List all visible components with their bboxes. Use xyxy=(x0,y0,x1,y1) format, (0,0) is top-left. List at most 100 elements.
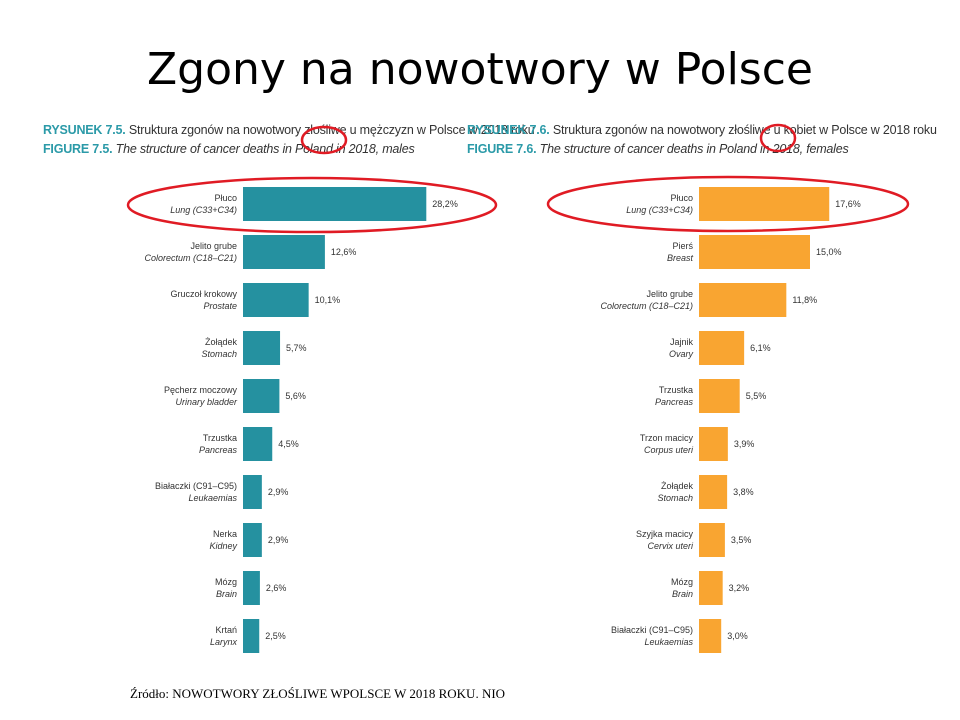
category-label-en: Colorectum (C18–C21) xyxy=(600,301,693,311)
bar xyxy=(243,619,260,653)
category-label-pl: Gruczoł krokowy xyxy=(170,289,237,299)
value-label: 17,6% xyxy=(835,199,861,209)
category-label-pl: Jelito grube xyxy=(646,289,693,299)
category-label-en: Cervix uteri xyxy=(647,541,694,551)
category-label-en: Stomach xyxy=(657,493,693,503)
caption-en-line: FIGURE 7.6. The structure of cancer deat… xyxy=(467,140,937,159)
caption-pl-line: RYSUNEK 7.6. Struktura zgonów na nowotwo… xyxy=(467,121,937,140)
value-label: 15,0% xyxy=(816,247,842,257)
bar xyxy=(243,427,273,461)
value-label: 2,9% xyxy=(268,487,289,497)
category-label-pl: Pęcherz moczowy xyxy=(164,385,238,395)
figure-number-pl: RYSUNEK 7.6. xyxy=(467,123,550,137)
bar xyxy=(699,619,722,653)
category-label-pl: Płuco xyxy=(214,193,237,203)
category-label-pl: Jelito grube xyxy=(190,241,237,251)
value-label: 5,5% xyxy=(746,391,767,401)
figure-number-en: FIGURE 7.5. xyxy=(43,142,113,156)
category-label-en: Stomach xyxy=(201,349,237,359)
male-word-highlight-ellipse xyxy=(300,125,348,155)
male-lung-highlight-ellipse xyxy=(126,176,498,234)
category-label-en: Larynx xyxy=(210,637,238,647)
female-word-highlight-ellipse xyxy=(759,123,797,153)
female-bar-chart: Płuco Lung (C33+C34) 17,6% Pierś Breast 15,0%… xyxy=(600,187,861,653)
bar xyxy=(699,331,745,365)
category-label-en: Lung (C33+C34) xyxy=(626,205,693,215)
value-label: 3,2% xyxy=(729,583,750,593)
caption-pl-text: Struktura zgonów na nowotwory złośliwe u… xyxy=(128,123,535,137)
value-label: 2,5% xyxy=(265,631,286,641)
category-label-en: Ovary xyxy=(669,349,694,359)
category-label-en: Lung (C33+C34) xyxy=(170,205,237,215)
value-label: 4,5% xyxy=(278,439,299,449)
category-label-en: Leukaemias xyxy=(188,493,237,503)
category-label-pl: Szyjka macicy xyxy=(636,529,694,539)
bar xyxy=(243,379,280,413)
value-label: 11,8% xyxy=(792,295,817,305)
value-label: 5,6% xyxy=(285,391,306,401)
category-label-pl: Płuco xyxy=(670,193,693,203)
male-bar-chart: Płuco Lung (C33+C34) 28,2% Jelito grube Colo… xyxy=(144,187,458,653)
value-label: 5,7% xyxy=(286,343,307,353)
value-label: 3,0% xyxy=(727,631,748,641)
value-label: 28,2% xyxy=(432,199,458,209)
source-text: NOWOTWORY ZŁOŚLIWE WPOLSCE W 2018 ROKU. … xyxy=(172,686,506,701)
bar xyxy=(699,235,810,269)
bar xyxy=(699,187,830,221)
bar xyxy=(243,523,262,557)
caption-pl-line: RYSUNEK 7.5. Struktura zgonów na nowotwo… xyxy=(43,121,535,140)
source-note: Źródło: NOWOTWORY ZŁOŚLIWE WPOLSCE W 201… xyxy=(130,686,505,702)
bar xyxy=(699,283,787,317)
category-label-pl: Trzon macicy xyxy=(640,433,694,443)
value-label: 10,1% xyxy=(315,295,341,305)
bar xyxy=(243,235,325,269)
female-chart-caption: RYSUNEK 7.6. Struktura zgonów na nowotwo… xyxy=(467,121,937,159)
category-label-pl: Trzustka xyxy=(659,385,693,395)
caption-en-line: FIGURE 7.5. The structure of cancer deat… xyxy=(43,140,535,159)
source-label: Źródło: xyxy=(130,686,169,701)
category-label-en: Urinary bladder xyxy=(175,397,238,407)
caption-en-text: The structure of cancer deaths in Poland… xyxy=(539,142,849,156)
bar xyxy=(699,475,728,509)
bar xyxy=(243,571,260,605)
value-label: 3,8% xyxy=(733,487,754,497)
category-label-pl: Białaczki (C91–C95) xyxy=(155,481,237,491)
value-label: 3,5% xyxy=(731,535,752,545)
bar xyxy=(243,331,281,365)
caption-en-text: The structure of cancer deaths in Poland… xyxy=(115,142,415,156)
bar xyxy=(243,187,427,221)
highlight-annotations xyxy=(126,123,910,234)
category-label-pl: Mózg xyxy=(215,577,237,587)
bar xyxy=(699,571,723,605)
category-label-en: Leukaemias xyxy=(644,637,693,647)
value-label: 12,6% xyxy=(331,247,357,257)
category-label-pl: Pierś xyxy=(672,241,693,251)
bar xyxy=(243,475,262,509)
bar xyxy=(699,427,728,461)
category-label-pl: Żołądek xyxy=(661,481,694,491)
category-label-pl: Mózg xyxy=(671,577,693,587)
category-label-en: Brain xyxy=(672,589,693,599)
category-label-en: Pancreas xyxy=(199,445,238,455)
bar xyxy=(699,523,725,557)
caption-pl-text: Struktura zgonów na nowotwory złośliwe u… xyxy=(552,123,937,137)
figure-number-pl: RYSUNEK 7.5. xyxy=(43,123,126,137)
slide-title: Zgony na nowotwory w Polsce xyxy=(147,44,813,95)
category-label-en: Pancreas xyxy=(655,397,694,407)
category-label-pl: Żołądek xyxy=(205,337,238,347)
category-label-en: Prostate xyxy=(203,301,237,311)
bar xyxy=(243,283,309,317)
category-label-en: Corpus uteri xyxy=(644,445,694,455)
value-label: 3,9% xyxy=(734,439,755,449)
category-label-pl: Krtań xyxy=(215,625,237,635)
figure-number-en: FIGURE 7.6. xyxy=(467,142,537,156)
category-label-en: Colorectum (C18–C21) xyxy=(144,253,237,263)
value-label: 2,6% xyxy=(266,583,287,593)
female-lung-highlight-ellipse xyxy=(546,175,910,233)
category-label-pl: Jajnik xyxy=(670,337,694,347)
bar xyxy=(699,379,740,413)
category-label-pl: Białaczki (C91–C95) xyxy=(611,625,693,635)
category-label-pl: Nerka xyxy=(213,529,237,539)
male-chart-caption: RYSUNEK 7.5. Struktura zgonów na nowotwo… xyxy=(43,121,535,159)
